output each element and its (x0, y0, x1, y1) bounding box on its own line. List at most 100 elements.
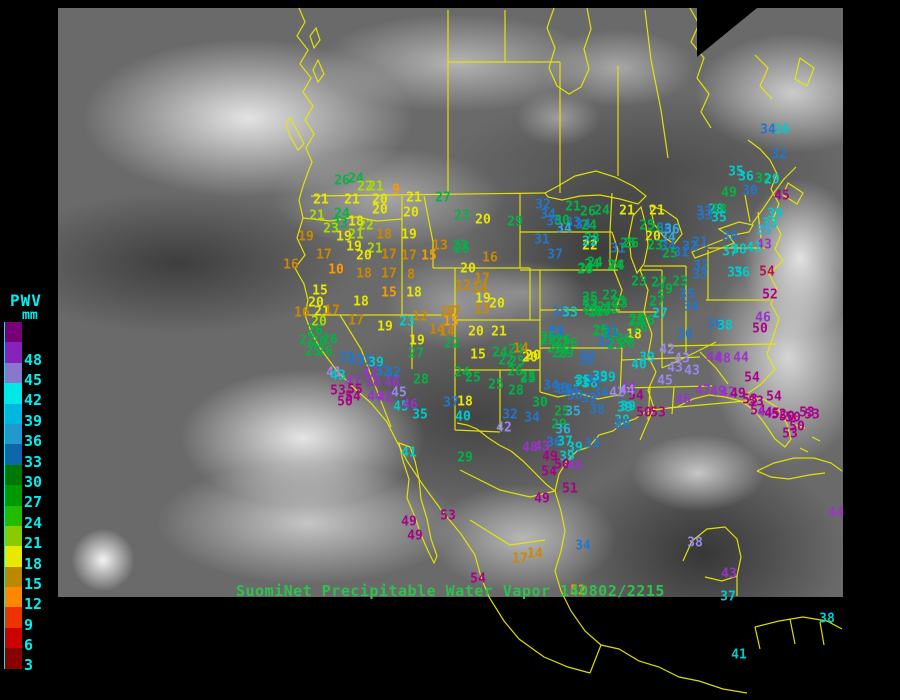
station-value: 13 (432, 238, 448, 254)
station-value: 25 (610, 294, 626, 310)
station-value: 34 (760, 122, 776, 138)
product-title: SuomiNet Precipitable Water Vapor 140802… (236, 582, 665, 600)
station-value: 29 (558, 346, 574, 362)
station-value: 14 (513, 341, 529, 357)
legend-unit: mm (22, 308, 38, 323)
station-value: 25 (465, 370, 481, 386)
station-value: 19 (409, 333, 425, 349)
station-value: 44 (367, 389, 383, 405)
station-value: 12 (455, 278, 471, 294)
station-value: 34 (575, 217, 591, 233)
station-value: 16 (283, 257, 299, 273)
station-value: 29 (552, 346, 568, 362)
station-value: 44 (828, 505, 844, 521)
station-value: 31 (603, 324, 619, 340)
station-value: 25 (554, 404, 570, 420)
station-value: 15 (470, 347, 486, 363)
station-value: 34 (660, 230, 676, 246)
station-value: 35 (756, 223, 772, 239)
station-value: 33 (557, 382, 573, 398)
station-value: 47 (345, 374, 361, 390)
station-value: 21 (692, 235, 708, 251)
station-value: 36 (555, 422, 571, 438)
station-value: 20 (525, 348, 541, 364)
station-value: 17 (381, 266, 397, 282)
station-value: 45 (657, 373, 673, 389)
station-value: 26 (334, 173, 350, 189)
station-value: 30 (532, 395, 548, 411)
station-value: 32 (755, 171, 771, 187)
station-value: 40 (631, 357, 647, 373)
station-value: 24 (334, 206, 350, 222)
legend-row (4, 322, 60, 343)
legend-scale: 48 45 42 39 36 33 30 27 24 21 18 15 12 9 6 3 (4, 322, 60, 674)
station-value: 28 (708, 202, 724, 218)
station-value: 37 (720, 589, 736, 605)
station-value: 19 (401, 227, 417, 243)
station-value: 25 (305, 344, 321, 360)
station-value: 17 (474, 271, 490, 287)
station-value: 42 (362, 365, 378, 381)
station-value: 36 (734, 265, 750, 281)
station-value: 39 (581, 391, 597, 407)
station-value: 46 (402, 397, 418, 413)
station-value: 50 (554, 457, 570, 473)
legend-row: 33 (4, 444, 60, 471)
station-value: 54 (345, 389, 361, 405)
legend-row: 36 (4, 423, 60, 450)
station-value: 37 (722, 244, 738, 260)
station-value: 36 (707, 317, 723, 333)
station-value: 50 (752, 321, 768, 337)
station-value: 26 (507, 364, 523, 380)
station-value: 23 (399, 314, 415, 330)
station-value: 33 (548, 326, 564, 342)
station-value: 32 (502, 407, 518, 423)
station-value: 18 (353, 294, 369, 310)
station-value: 21 (491, 324, 507, 340)
station-value: 44 (620, 380, 636, 396)
legend-row: 39 (4, 403, 60, 430)
station-value: 41 (326, 365, 342, 381)
station-value: 45 (764, 406, 780, 422)
station-value: 44 (733, 350, 749, 366)
station-value: 18 (356, 266, 372, 282)
legend-label: 6 (24, 636, 34, 655)
station-value: 35 (552, 305, 568, 321)
station-value: 30 (546, 214, 562, 230)
station-value: 18 (376, 227, 392, 243)
station-value: 22 (547, 341, 563, 357)
station-value: 22 (582, 234, 598, 250)
station-value: 37 (443, 395, 459, 411)
station-value: 32 (385, 365, 401, 381)
station-value: 54 (541, 464, 557, 480)
station-value: 33 (565, 215, 581, 231)
station-value: 21 (344, 192, 360, 208)
station-value: 52 (570, 583, 586, 599)
station-value: 33 (348, 352, 364, 368)
station-value: 44 (619, 383, 635, 399)
station-value: 48 (715, 351, 731, 367)
station-value: 14 (527, 546, 543, 562)
station-value: 39 (368, 355, 384, 371)
station-value: 19 (336, 229, 352, 245)
station-value: 19 (588, 305, 604, 321)
station-value: 39 (567, 440, 583, 456)
station-value: 50 (789, 419, 805, 435)
station-value: 27 (435, 190, 451, 206)
station-value: 47 (695, 383, 711, 399)
station-value: 43 (756, 237, 772, 253)
station-value: 38 (614, 417, 630, 433)
station-value: 42 (720, 385, 736, 401)
station-value: 26 (616, 332, 632, 348)
station-value: 34 (540, 207, 556, 223)
station-value: 54 (470, 571, 486, 587)
station-value: 17 (324, 303, 340, 319)
station-value: 36 (546, 435, 562, 451)
station-value: 20 (372, 192, 388, 208)
station-value: 39 (617, 400, 633, 416)
station-value: 22 (357, 179, 373, 195)
station-value: 24 (587, 255, 603, 271)
station-value: 39 (767, 206, 783, 222)
legend-label: 3 (24, 656, 34, 675)
station-value: 39 (639, 350, 655, 366)
